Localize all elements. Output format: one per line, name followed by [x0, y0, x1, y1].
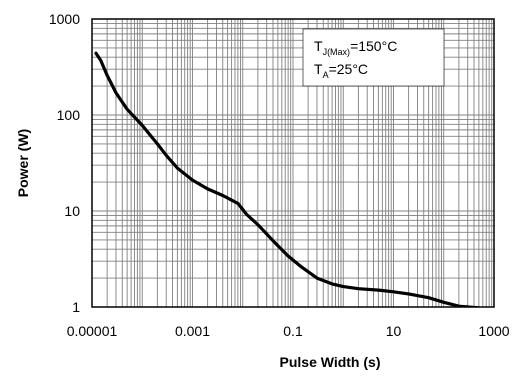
annotation-tj-main: T: [314, 38, 323, 54]
curve-layer: [94, 51, 481, 307]
annotation-tj-sub: J(Max): [323, 47, 351, 57]
plot-frame: [91, 18, 495, 308]
y-tick-labels: 1 10 100 1000: [49, 11, 80, 315]
annotation-ta-value: =25°C: [329, 61, 368, 77]
y-tick-label: 10: [64, 203, 80, 219]
x-tick-labels: 0.00001 0.001 0.1 10 1000: [67, 323, 510, 339]
x-tick-label: 10: [386, 323, 402, 339]
x-axis-title: Pulse Width (s): [280, 354, 381, 370]
x-tick-label: 0.1: [283, 323, 303, 339]
y-tick-label: 100: [57, 107, 81, 123]
annotation-line-ta: TA=25°C: [314, 61, 368, 80]
x-tick-label: 0.00001: [67, 323, 118, 339]
annotation-ta-sub: A: [323, 70, 329, 80]
annotation-tj-value: =150°C: [350, 38, 397, 54]
x-tick-label: 1000: [478, 323, 509, 339]
y-tick-label: 1: [72, 299, 80, 315]
y-tick-label: 1000: [49, 11, 80, 27]
annotation-ta-main: T: [314, 61, 323, 77]
y-axis-title: Power (W): [15, 129, 31, 197]
annotation-background: [302, 28, 445, 87]
annotation-line-tj: TJ(Max)=150°C: [314, 38, 397, 57]
annotation-box: TJ(Max)=150°C TA=25°C: [302, 28, 445, 87]
x-tick-label: 0.001: [175, 323, 210, 339]
power-curve-line: [94, 51, 481, 307]
